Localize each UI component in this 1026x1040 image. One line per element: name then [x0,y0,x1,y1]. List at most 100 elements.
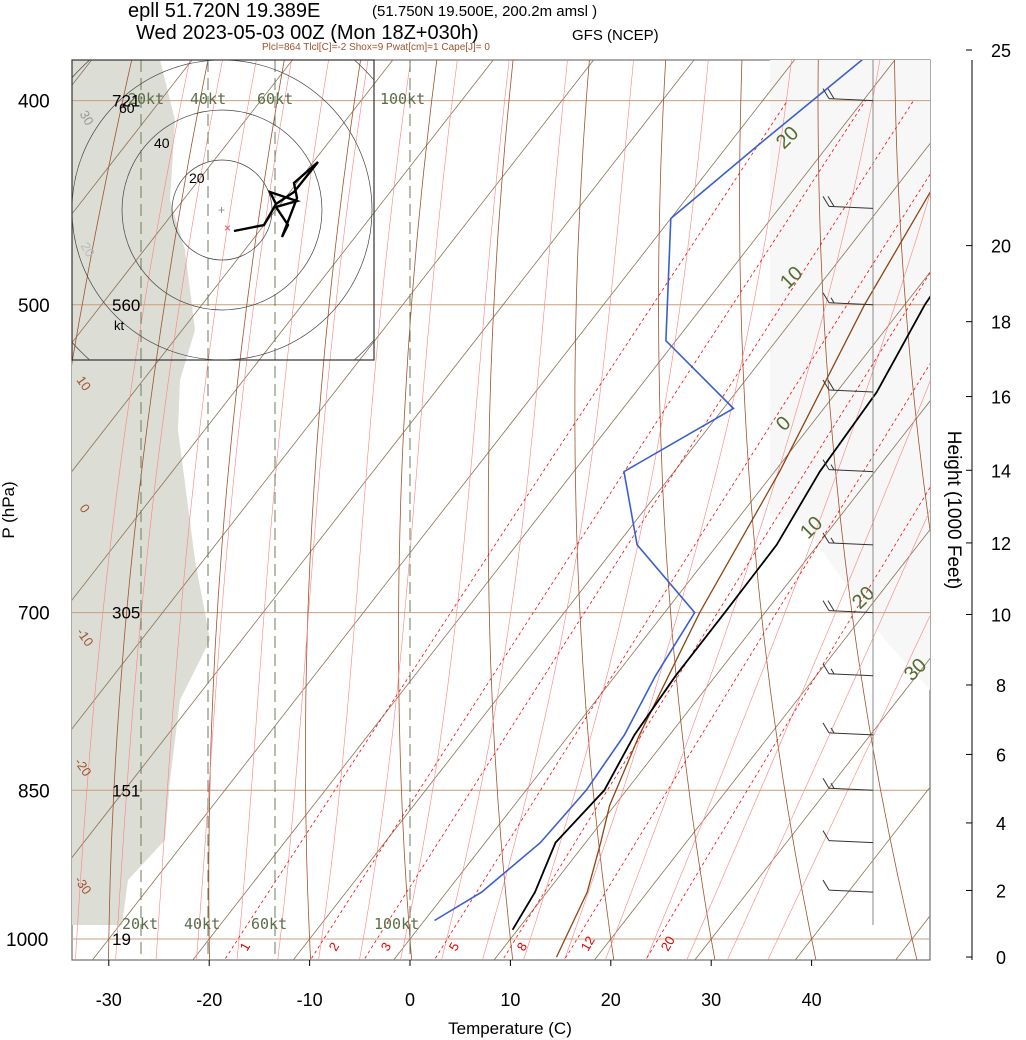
wind-barb [822,778,874,791]
storm-motion-mark: × [224,221,231,235]
isotherm-line [91,60,795,960]
wind-speed-label: 40kt [190,90,226,108]
height-tick-label: 14 [991,461,1011,481]
isotherm-line [72,60,494,601]
hodograph-trace [233,161,319,238]
wind-speed-label: 100kt [374,915,419,933]
moist-adiabat [726,509,930,960]
dry-adiabat [817,60,918,960]
hodograph-outer-label: 20 [78,240,98,260]
temperature-tick-label: 10 [500,990,520,1010]
hodograph-unit-label: kt [114,318,125,333]
moist-adiabat [155,60,257,960]
dry-adiabat-label: 10 [74,373,95,393]
moist-adiabat [115,60,223,960]
hodograph-origin-mark: + [218,203,225,217]
model-name: GFS (NCEP) [572,27,659,44]
height-axis-title: Height (1000 Feet) [943,431,964,589]
pressure-tick-label: 400 [18,92,50,113]
temperature-curve [511,295,930,931]
moist-adiabat [686,380,930,960]
moist-adiabat [767,615,930,960]
height-tick-label: 6 [996,745,1006,765]
mixing-ratio-line [309,100,866,960]
height-tick-label: 12 [991,534,1011,554]
x-axis-title: Temperature (C) [448,1019,572,1038]
mixing-ratio-line [563,363,930,960]
wind-barb [822,532,874,546]
mixing-ratio-label: 20 [658,933,678,953]
temperature-tick-label: 40 [802,990,822,1010]
height-tick-label: 16 [991,388,1011,408]
pressure-tick-label: 1000 [6,930,48,951]
temperature-tick-label: 30 [701,990,721,1010]
y-axis-title: P (hPa) [0,481,18,538]
moist-adiabat [441,60,568,960]
wind-barb [822,663,874,677]
moist-adiabat [400,60,510,960]
wind-speed-label: 60kt [257,90,293,108]
hodograph-ring [121,109,323,311]
hodograph-ring-label: 40 [154,135,170,151]
isotherm-line [72,60,193,215]
wind-barb [822,88,874,102]
pressure-tick-label: 500 [18,296,50,317]
isotherm-line [978,0,1026,984]
isotherm-line [593,529,930,960]
isotherm-line [72,60,595,730]
wind-barb [822,292,874,306]
wind-barb [822,830,874,844]
height-tick-label: 10 [991,605,1011,625]
dry-adiabat [968,0,1026,984]
isobar-height-label: 721 [112,92,140,111]
temperature-tick-label: -30 [96,990,122,1010]
valid-time-title: Wed 2023-05-03 00Z (Mon 18Z+030h) [136,22,479,44]
temperature-tick-label: 20 [601,990,621,1010]
wind-speed-label: 60kt [251,915,287,933]
wind-speed-label: 20kt [122,915,158,933]
moist-adiabat [359,60,458,960]
hodograph-outer-label: 30 [77,108,97,128]
parcel-curve [555,191,930,958]
moist-adiabat [236,60,329,960]
moist-adiabat [564,60,792,960]
isobar-height-label: 151 [112,781,140,800]
moist-adiabat [604,60,881,960]
moist-adiabat [645,193,930,960]
isotherm-line [72,60,293,344]
wind-speed-label: 40kt [184,915,220,933]
wind-barb [822,459,874,473]
dry-adiabat [574,60,615,960]
dry-adiabat [658,60,716,960]
grid-point-info: (51.750N 19.500E, 200.2m amsl ) [372,3,598,20]
temperature-tick-label: 0 [405,990,415,1010]
height-tick-label: 25 [991,41,1011,61]
isotherm-line [292,142,930,960]
wind-barb [822,196,874,209]
height-tick-label: 18 [991,313,1011,333]
pressure-tick-label: 700 [18,604,50,625]
dry-adiabat [208,60,285,960]
height-tick-label: 2 [996,881,1006,901]
temperature-tick-label: -20 [196,990,222,1010]
wind-barb [822,722,874,736]
station-title: epll 51.720N 19.389E [128,0,321,22]
moist-adiabat [196,60,292,960]
moist-adiabat [75,60,191,960]
isobar-height-label: 560 [112,296,140,315]
dry-adiabat [305,60,361,960]
wind-speed-label: 20kt [128,90,164,108]
moist-adiabat [482,60,634,960]
isobar-height-label: 19 [112,930,131,949]
dewpoint-curve [434,60,864,922]
wind-barb [822,600,874,614]
moist-adiabat [523,60,709,960]
mixing-ratio-line [363,100,914,960]
hodograph-ring-label: 60 [119,100,135,116]
mixing-ratio-line [223,100,788,960]
dry-adiabat [894,60,930,533]
hodograph-ring [72,60,373,360]
wind-speed-label: 100kt [380,90,425,108]
isotherm-line [192,60,896,960]
height-tick-label: 4 [996,814,1006,834]
